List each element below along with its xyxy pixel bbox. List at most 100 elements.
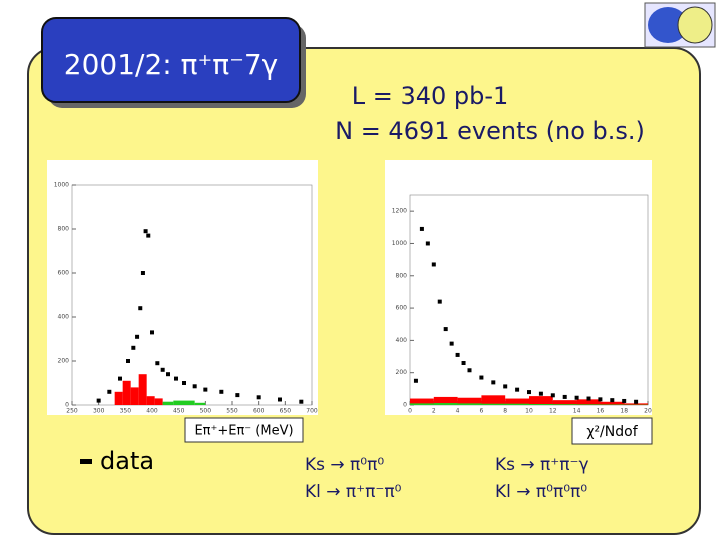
hist-bar	[131, 387, 139, 405]
y-tick-label: 600	[396, 305, 408, 312]
x-axis-label: χ²/Ndof	[586, 424, 638, 440]
data-point	[150, 330, 154, 334]
y-tick-label: 800	[58, 226, 70, 233]
y-tick-label: 400	[58, 314, 70, 321]
hist-bar	[410, 403, 434, 405]
hist-bar	[173, 401, 184, 405]
x-tick-label: 8	[503, 408, 507, 415]
data-point	[610, 398, 614, 402]
data-point	[97, 399, 101, 403]
x-tick-label: 350	[120, 408, 132, 415]
x-tick-label: 550	[226, 408, 238, 415]
x-tick-label: 250	[66, 408, 78, 415]
legend-label: Kl → π⁰π⁰π⁰	[495, 482, 587, 502]
data-point	[462, 361, 466, 365]
x-tick-label: 20	[644, 408, 652, 415]
hist-bar	[434, 403, 458, 405]
data-point	[622, 399, 626, 403]
data-point	[131, 346, 135, 350]
x-tick-label: 12	[549, 408, 557, 415]
data-point	[503, 384, 507, 388]
x-tick-label: 450	[173, 408, 185, 415]
legend-label: Ks → π⁰π⁰	[305, 455, 384, 475]
events: N = 4691 events (no b.s.)	[335, 117, 645, 145]
x-tick-label: 16	[597, 408, 605, 415]
hist-bar	[115, 392, 123, 405]
y-tick-label: 1000	[54, 182, 69, 189]
hist-bar	[553, 404, 577, 405]
y-tick-label: 400	[396, 337, 408, 344]
data-point	[426, 241, 430, 245]
data-point	[491, 380, 495, 384]
plot-panel	[385, 160, 652, 415]
x-tick-label: 4	[456, 408, 460, 415]
title: 2001/2: π⁺π⁻7γ	[64, 48, 279, 81]
x-tick-label: 300	[93, 408, 105, 415]
hist-bar	[577, 404, 601, 405]
y-tick-label: 200	[58, 358, 70, 365]
x-tick-label: 10	[525, 408, 533, 415]
x-tick-label: 6	[479, 408, 483, 415]
data-point	[144, 229, 148, 233]
y-tick-label: 0	[403, 402, 407, 409]
x-tick-label: 0	[408, 408, 412, 415]
data-point	[438, 300, 442, 304]
data-point	[456, 353, 460, 357]
hist-bar	[529, 396, 553, 405]
x-tick-label: 700	[306, 408, 318, 415]
data-point	[161, 368, 165, 372]
data-point	[126, 359, 130, 363]
data-point	[432, 262, 436, 266]
x-tick-label: 18	[620, 408, 628, 415]
y-tick-label: 800	[396, 272, 408, 279]
data-point	[257, 395, 261, 399]
logo	[645, 3, 715, 47]
data-point	[193, 384, 197, 388]
hist-bar	[139, 374, 147, 405]
data-point	[235, 393, 239, 397]
data-point	[166, 372, 170, 376]
data-point	[182, 381, 186, 385]
hist-bar	[184, 401, 195, 405]
data-point	[278, 398, 282, 402]
x-tick-label: 600	[253, 408, 265, 415]
hist-bar	[195, 403, 206, 405]
legend-marker	[80, 459, 92, 464]
x-tick-label: 14	[573, 408, 581, 415]
y-tick-label: 600	[58, 270, 70, 277]
y-tick-label: 200	[396, 369, 408, 376]
data-point	[634, 400, 638, 404]
hist-bar	[147, 396, 155, 405]
y-tick-label: 1000	[392, 240, 407, 247]
hist-bar	[123, 381, 131, 405]
luminosity: L = 340 pb-1	[352, 82, 509, 110]
data-point	[515, 388, 519, 392]
hist-bar	[481, 395, 505, 405]
data-point	[155, 361, 159, 365]
data-point	[107, 390, 111, 394]
hist-bar	[458, 403, 482, 405]
hist-bar	[155, 398, 163, 405]
x-tick-label: 2	[432, 408, 436, 415]
legend-label: Ks → π⁺π⁻γ	[495, 455, 589, 475]
legend-label: data	[100, 447, 154, 475]
data-point	[138, 306, 142, 310]
data-point	[174, 377, 178, 381]
data-point	[203, 388, 207, 392]
plot-panel	[47, 160, 318, 415]
data-point	[141, 271, 145, 275]
data-point	[575, 396, 579, 400]
data-point	[414, 379, 418, 383]
data-point	[468, 368, 472, 372]
x-axis-label: Eπ⁺+Eπ⁻ (MeV)	[194, 424, 293, 439]
data-point	[146, 234, 150, 238]
data-point	[598, 397, 602, 401]
data-point	[450, 342, 454, 346]
data-point	[539, 392, 543, 396]
x-tick-label: 500	[200, 408, 212, 415]
data-point	[479, 376, 483, 380]
data-point	[563, 395, 567, 399]
x-tick-label: 400	[146, 408, 158, 415]
